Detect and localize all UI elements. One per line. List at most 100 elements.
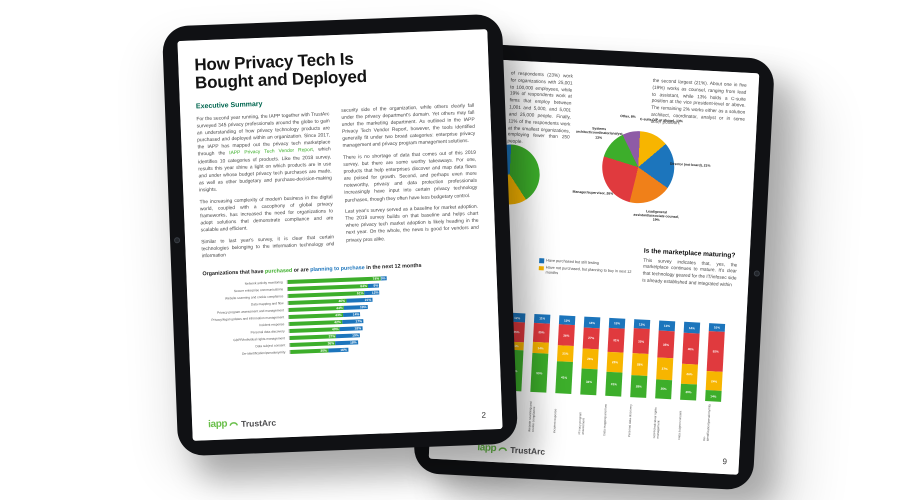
stacked-bar-segment: 52% — [706, 330, 725, 373]
segment-value-label: 12% — [638, 322, 646, 327]
bar-value-label: 30% — [320, 348, 328, 353]
pie-slice-label: Systems architect/coordinator/analyst, 1… — [575, 126, 624, 140]
segment-value-label: 41% — [561, 375, 568, 380]
segment-value-label: 52% — [712, 349, 719, 354]
stacked-bar-category-label: Personal data discovery — [628, 403, 633, 438]
stacked-bar-segment: 33% — [580, 368, 598, 396]
stacked-bar-segment: 25% — [655, 378, 673, 400]
purchase-intent-bar-chart: Network activity monitoring 74% 5% Secure e… — [203, 271, 484, 359]
segment-value-label: 14% — [688, 325, 696, 330]
bar-value-label: 37% — [328, 334, 336, 339]
report-page-9: of respondents (23%) work for organizati… — [428, 57, 760, 475]
tablet-camera-icon — [753, 270, 760, 277]
bar-value-label: 74% — [372, 276, 380, 281]
segment-value-label: 40% — [687, 346, 694, 351]
stacked-bar-segment: 28% — [630, 375, 648, 398]
segment-value-label: 12% — [564, 318, 571, 323]
bar-value-label: 19% — [352, 333, 359, 338]
stacked-bar-segment: 31% — [605, 371, 623, 397]
chart-title-purchased: purchased — [264, 268, 293, 276]
stacked-bar-segment: 26% — [557, 324, 575, 346]
tablet-back-screen: of respondents (23%) work for organizati… — [428, 57, 760, 475]
tablet-front-screen: How Privacy Tech Is Bought and Deployed … — [177, 29, 503, 441]
stacked-bar-segment: 27% — [656, 357, 674, 380]
stacked-bar-segment: 40% — [681, 332, 700, 365]
maturing-paragraph: This survey indicates that, yes, the mar… — [642, 257, 738, 288]
stacked-bar-segment: 20% — [680, 384, 697, 401]
bar-segment: 18% — [335, 339, 358, 346]
bar-segment: 17% — [341, 318, 364, 325]
column-2: security side of the organization, while… — [341, 91, 480, 259]
stacked-bar: 50% 14% 25% 11% — [530, 313, 551, 393]
bar-value-label: 12% — [371, 290, 379, 295]
paragraph: of respondents (23%) work for organizati… — [507, 70, 574, 145]
tablet-camera-icon — [173, 237, 181, 244]
report-title: How Privacy Tech Is Bought and Deployed — [194, 49, 368, 93]
pie-slice-label: Manager/supervisor, 26% — [572, 189, 614, 196]
bar-value-label: 43% — [335, 312, 342, 318]
segment-value-label: 26% — [686, 372, 693, 377]
segment-value-label: 27% — [661, 366, 668, 371]
legend-swatch-icon — [538, 265, 544, 271]
segment-value-label: 25% — [538, 330, 545, 335]
stacked-bar-segment: 14% — [705, 390, 722, 402]
stacked-bar-segment: 26% — [581, 348, 599, 370]
segment-value-label: 11% — [539, 316, 546, 321]
stacked-bar-segment: 50% — [530, 352, 549, 393]
bar-segment: 5% — [380, 275, 387, 281]
page9-footer: iapp TrustArc 9 — [477, 442, 727, 466]
trustarc-logo: TrustArc — [509, 444, 546, 457]
segment-value-label: 10% — [713, 325, 721, 330]
stacked-bar-segment: 32% — [632, 328, 650, 355]
page2-footer: iapp TrustArc 2 — [208, 409, 486, 431]
trustarc-logo: TrustArc — [240, 417, 277, 429]
bar-segment: 18% — [339, 325, 363, 332]
segment-value-label: 31% — [613, 338, 620, 343]
trustarc-arc-icon — [229, 422, 239, 426]
page9-middle-column: of respondents (23%) work for organizati… — [507, 70, 573, 152]
bar-value-label: 40% — [331, 327, 339, 332]
segment-value-label: 28% — [635, 384, 642, 389]
paragraph: The increasing complexity of modern busi… — [199, 194, 334, 234]
trustarc-arc-icon — [498, 447, 508, 452]
segment-value-label: 35% — [662, 342, 670, 347]
stacked-bar-segment: 26% — [680, 363, 698, 385]
bar-value-label: 16% — [340, 347, 347, 352]
segment-value-label: 21% — [562, 351, 569, 356]
bar-value-label: 21% — [364, 297, 372, 303]
segment-value-label: 13% — [613, 321, 621, 326]
segment-value-label: 32% — [638, 339, 645, 344]
bar-value-label: 64% — [360, 283, 368, 289]
paragraph: There is no shortage of data that comes … — [342, 150, 478, 204]
chart-title-text: in the next 12 months — [364, 263, 422, 272]
iapp-trustarc-logo: iapp TrustArc — [207, 417, 277, 431]
bar-segment: 30% — [290, 348, 329, 355]
segment-value-label: 25% — [513, 330, 520, 335]
segment-value-label: 14% — [710, 393, 717, 399]
segment-value-label: 25% — [611, 360, 619, 365]
segment-value-label: 24% — [711, 379, 718, 384]
segment-value-label: 25% — [660, 386, 667, 392]
legend-item: Have not purchased, but planning to buy … — [538, 266, 642, 281]
segment-value-label: 13% — [663, 323, 671, 329]
bar-value-label: 5% — [380, 276, 386, 281]
bar-value-label: 19% — [359, 304, 367, 310]
stacked-bar-segment: 27% — [582, 327, 600, 350]
paragraph: For the second year running, the IAPP to… — [196, 111, 332, 194]
segment-value-label: 14% — [537, 345, 544, 351]
chart-title-text: Organizations that have — [202, 269, 266, 278]
stacked-bar-category-label: Incident response — [553, 408, 558, 434]
segment-value-label: 12% — [514, 315, 521, 320]
stacked-bar-segment: 31% — [607, 328, 625, 353]
bar-value-label: 61% — [356, 291, 364, 296]
segment-value-label: 20% — [685, 390, 692, 395]
iapp-logo: iapp — [207, 418, 228, 431]
pie-slice-label: Lead/general assistant/associate counsel… — [633, 208, 680, 223]
iapp-trustarc-logo: iapp TrustArc — [477, 442, 545, 457]
legend-label: Have not purchased, but planning to buy … — [545, 265, 632, 276]
segment-value-label: 26% — [563, 333, 570, 338]
bar-value-label: 36% — [327, 341, 335, 346]
stacked-bar: 25% 27% 35% 13% — [655, 320, 676, 400]
bar-value-label: 18% — [349, 340, 357, 345]
